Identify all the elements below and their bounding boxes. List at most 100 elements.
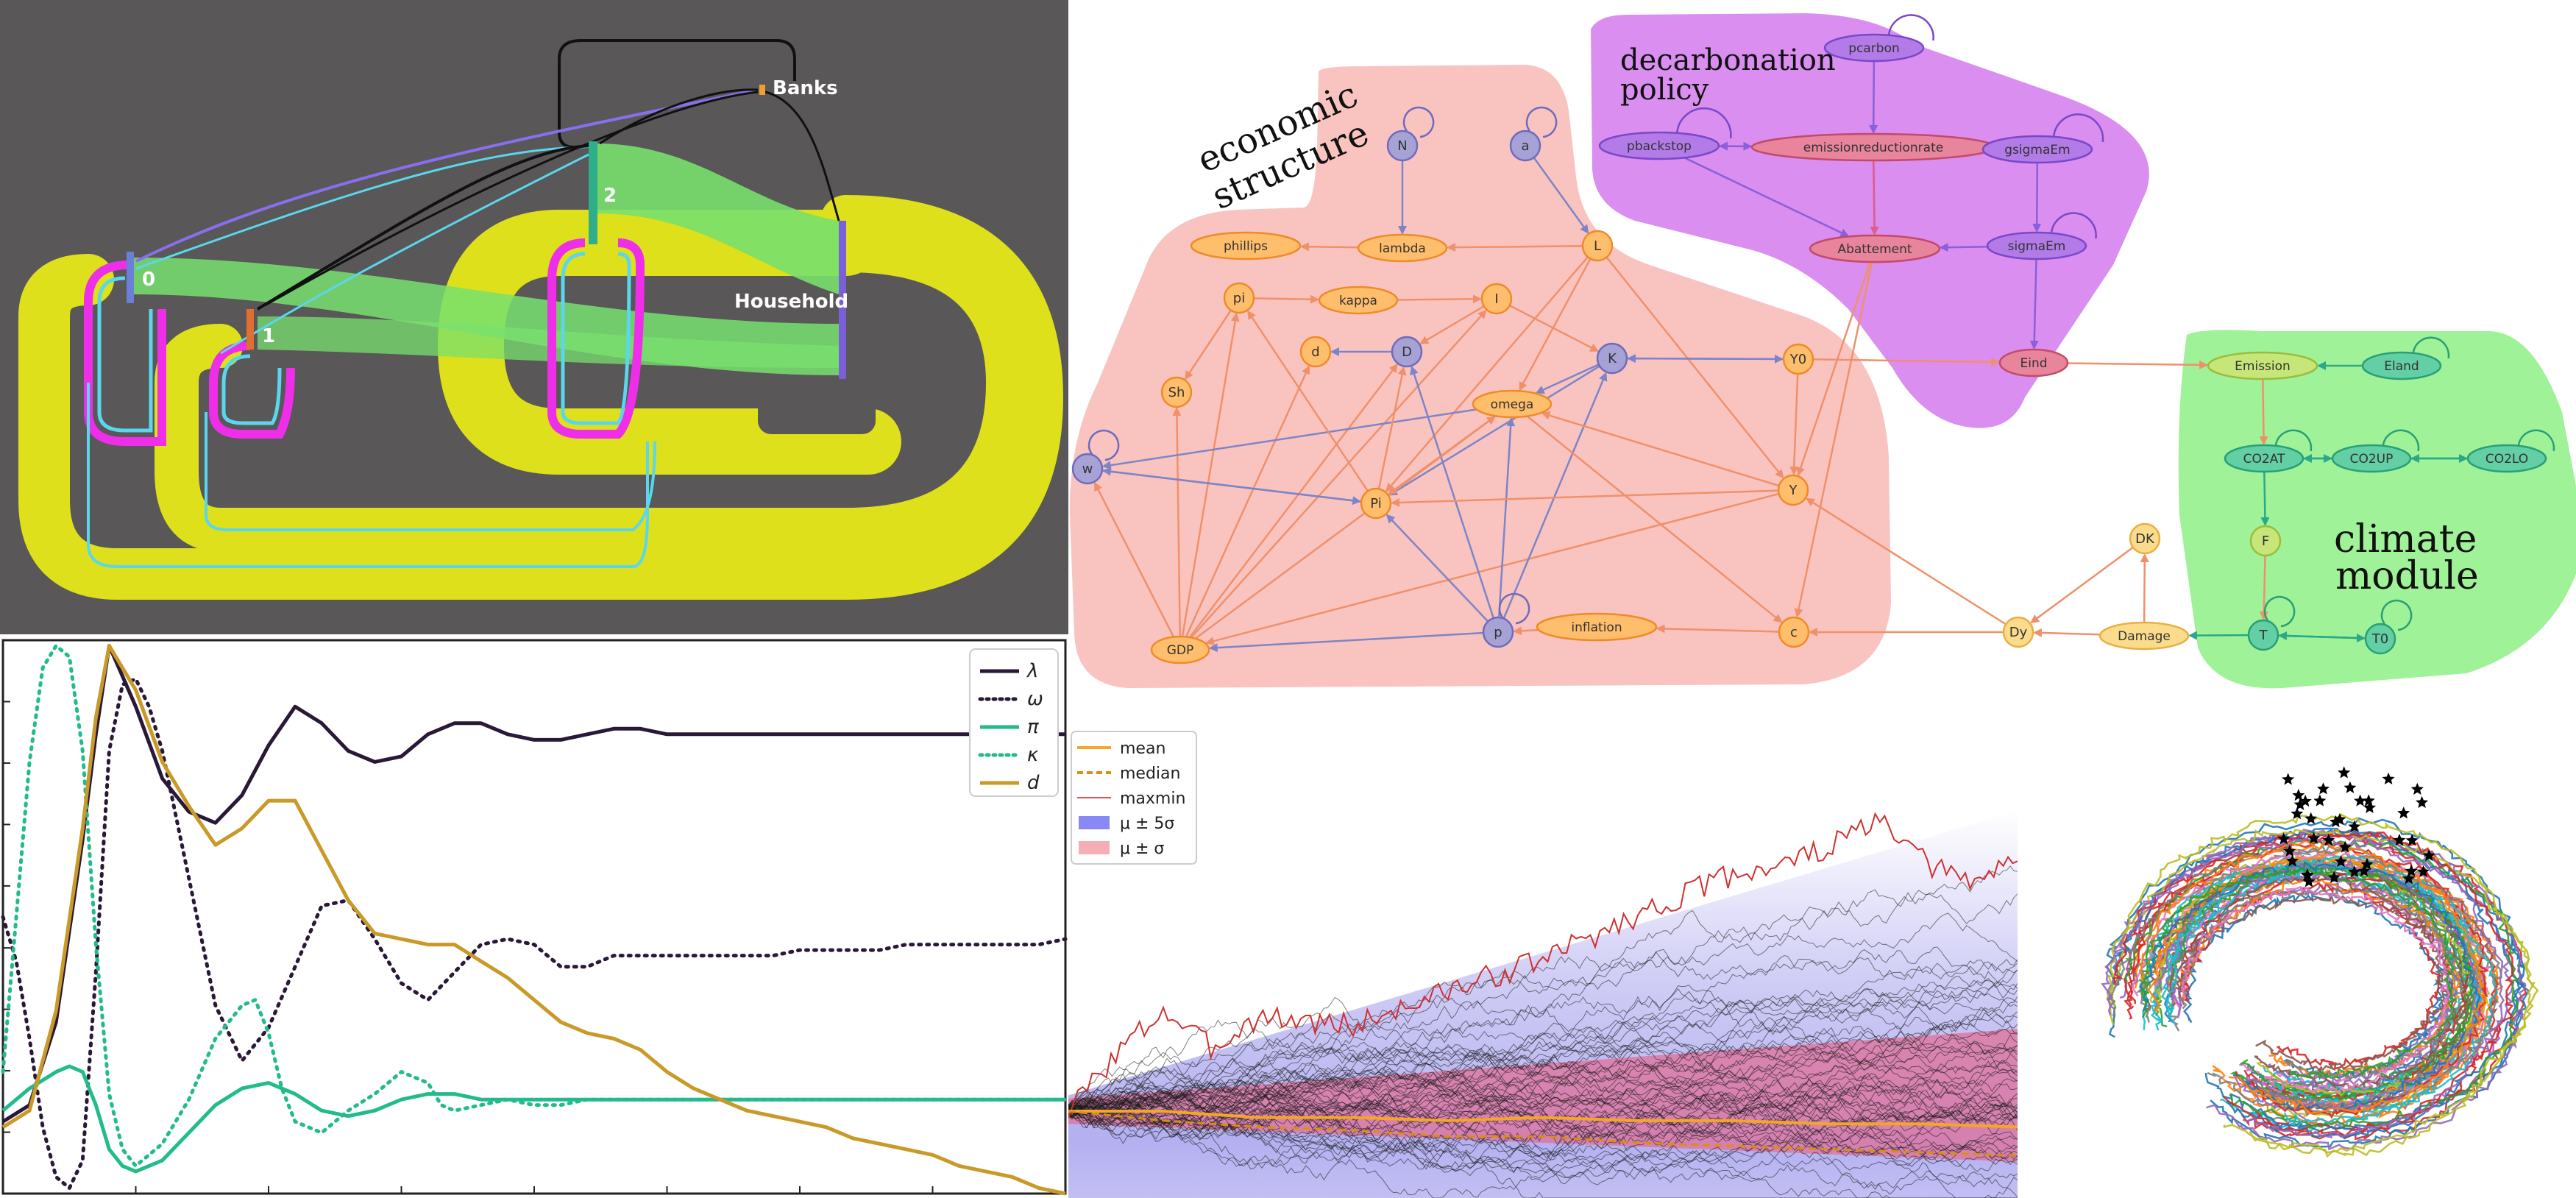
series-omega [1, 677, 1068, 1190]
node-shape [1782, 343, 1814, 375]
monte-carlo-panel: mean median maxmin μ ± 5σ μ ± σ [1068, 729, 2018, 1198]
network-nodes: pcarbon pbackstop emissionreductionrate gsi… [1071, 14, 2555, 664]
star-marker [2382, 772, 2395, 784]
sankey-label-2: 2 [603, 185, 617, 207]
node-d: D [1391, 336, 1423, 368]
node-shape [1190, 231, 1302, 260]
self-loop [1402, 106, 1435, 138]
node-label: Eind [2020, 356, 2047, 371]
node-t: T [2247, 595, 2296, 651]
node-label: omega [1491, 397, 1534, 412]
sankey-links [18, 39, 1064, 600]
trajectory-panel [2018, 729, 2576, 1198]
node-shape [1598, 131, 1720, 160]
node-co2lo: CO2LO [2466, 429, 2555, 473]
star-marker [2307, 832, 2321, 844]
node-label: K [1608, 351, 1617, 366]
node-self-flow [97, 276, 153, 433]
node-w: w [1071, 429, 1120, 485]
star-marker [2293, 798, 2307, 810]
self-loop [2380, 599, 2413, 631]
star-marker [2363, 801, 2377, 813]
node-shape [1823, 33, 1925, 63]
edge-L-Pi [1385, 245, 1598, 492]
node-label: pcarbon [1848, 41, 1900, 56]
node-label: D [1402, 344, 1412, 360]
node-kappa: kappa [1318, 286, 1399, 315]
sample-path [1068, 1081, 2018, 1160]
node-label: CO2UP [2350, 452, 2394, 467]
node-self-flow [87, 383, 649, 568]
node-a: a [1509, 106, 1558, 162]
trajectory-path [2139, 860, 2481, 1111]
edge-Pi-pi [1247, 310, 1377, 504]
star-marker [2299, 794, 2312, 807]
sample-path [1068, 1080, 2018, 1130]
region-label-decarbonation-line2: policy [1620, 73, 1709, 107]
node-label: w [1082, 461, 1093, 477]
node-d: d [1299, 336, 1332, 368]
star-marker [2393, 833, 2406, 846]
edge-DK-Dy [2030, 537, 2146, 624]
household-flow [155, 228, 1031, 552]
edge-omega-w [1101, 403, 1513, 470]
node-2 [589, 141, 597, 244]
link-1-2 [256, 144, 593, 311]
node-self-flow [547, 238, 645, 439]
series-lambda [1, 644, 1065, 1124]
mc-legend: mean median maxmin μ ± 5σ μ ± σ [1071, 731, 1197, 865]
mean-line [1068, 1110, 2018, 1129]
node-label: p [1494, 625, 1502, 640]
legend-label: π [1027, 716, 1039, 738]
edge-p-D [1410, 366, 1500, 633]
node-self-flow [84, 260, 167, 446]
node-label: pbackstop [1627, 139, 1692, 154]
node-label: Sh [1168, 385, 1185, 400]
region-climate-module [2178, 330, 2576, 689]
node-shape [1536, 612, 1658, 642]
star-marker [2283, 844, 2296, 857]
edge-p-GDP [1208, 631, 1499, 653]
node-eland: Eland [2361, 336, 2450, 380]
node-shape [2249, 525, 2282, 557]
node-shape [1299, 336, 1332, 368]
node-y0: Y0 [1782, 343, 1814, 375]
node-label: GDP [1167, 643, 1194, 658]
trajectory-path [2106, 813, 2536, 1154]
node-shape [2364, 623, 2396, 655]
node-label: Eland [2384, 359, 2419, 374]
sankey-label-banks: Banks [773, 77, 838, 99]
self-loop [1525, 106, 1558, 138]
node-label: sigmaEm [2008, 239, 2066, 254]
node-banks [759, 85, 765, 95]
mc-legend-label: μ ± σ [1120, 840, 1164, 858]
sample-path [1068, 1069, 2018, 1161]
node-0 [127, 252, 134, 303]
node-label: Y0 [1789, 352, 1806, 367]
node-label: Emission [2235, 359, 2291, 374]
self-loop [1087, 429, 1120, 461]
self-loop [2382, 429, 2420, 452]
region-label-decarbonation-line1: decarbonation [1620, 43, 1836, 77]
sample-path [1068, 1092, 2018, 1135]
node-co2up: CO2UP [2331, 429, 2420, 473]
node-shape [1160, 376, 1193, 408]
node-shape [2224, 444, 2304, 473]
sample-path [1068, 955, 2018, 1113]
node-shape [2331, 444, 2412, 473]
sample-path [1068, 1072, 2018, 1167]
edge-K-Pi [1388, 357, 1613, 496]
chart-ticks [2, 639, 934, 1194]
legend-label: d [1027, 772, 1040, 794]
node-gsigmaem: gsigmaEm [1981, 113, 2104, 164]
node-self-flow [209, 341, 295, 439]
star-marker [2292, 788, 2305, 801]
self-loop [2412, 336, 2450, 359]
edge-c-inflation [1656, 624, 1795, 634]
sample-path [1068, 1110, 2018, 1172]
sample-path [1068, 969, 2018, 1116]
node-label: lambda [1379, 241, 1426, 256]
sample-path [1068, 1053, 2018, 1121]
sample-path [1068, 983, 2018, 1130]
maxmin-line [1068, 812, 2018, 1119]
